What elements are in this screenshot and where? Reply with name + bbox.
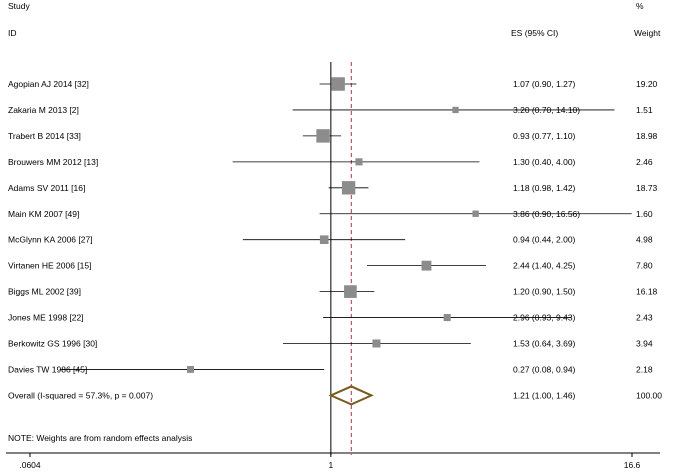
study-label: Adams SV 2011 [16] — [8, 183, 85, 193]
es-ci-value: 1.18 (0.98, 1.42) — [513, 183, 576, 193]
study-label: Biggs ML 2002 [39] — [8, 287, 81, 297]
study-label: Virtanen HE 2006 [15] — [8, 261, 92, 271]
es-ci-value: 2.44 (1.40, 4.25) — [513, 261, 576, 271]
study-label: Trabert B 2014 [33] — [8, 131, 81, 141]
study-label: Davies TW 1986 [45] — [8, 364, 87, 374]
header-id: ID — [8, 28, 17, 38]
weight-value: 2.46 — [636, 157, 653, 167]
x-axis: .0604 1 16.6 — [6, 452, 660, 470]
header-percent: % — [636, 1, 644, 11]
header-study: Study — [8, 1, 30, 11]
effect-square — [443, 314, 451, 322]
overall-es-ci: 1.21 (1.00, 1.46) — [513, 390, 576, 400]
effect-square — [331, 77, 345, 91]
weight-value: 18.73 — [636, 183, 658, 193]
weight-value: 1.60 — [636, 209, 653, 219]
study-label: Brouwers MM 2012 [13] — [8, 157, 98, 167]
es-ci-value: 3.86 (0.90, 16.56) — [513, 209, 580, 219]
weight-value: 18.98 — [636, 131, 658, 141]
weight-value: 7.80 — [636, 261, 653, 271]
study-label: Berkowitz GS 1996 [30] — [8, 339, 97, 349]
effect-square — [421, 260, 432, 271]
es-ci-value: 0.94 (0.44, 2.00) — [513, 235, 576, 245]
effect-square — [341, 181, 356, 195]
weight-value: 2.43 — [636, 313, 653, 323]
study-label: Zakaria M 2013 [2] — [8, 105, 79, 115]
effect-square — [355, 158, 363, 166]
study-label: Jones ME 1998 [22] — [8, 313, 84, 323]
overall-weight: 100.00 — [636, 390, 662, 400]
es-ci-value: 2.96 (0.93, 9.43) — [513, 313, 576, 323]
es-ci-value: 1.07 (0.90, 1.27) — [513, 79, 576, 89]
effect-square — [187, 366, 194, 373]
study-label: Main KM 2007 [49] — [8, 209, 79, 219]
es-ci-value: 3.20 (0.70, 14.10) — [513, 105, 580, 115]
study-labels: Agopian AJ 2014 [32] 1.07 (0.90, 1.27) 19.… — [8, 79, 662, 400]
effect-square — [344, 285, 357, 298]
weight-value: 1.51 — [636, 105, 653, 115]
es-ci-value: 0.27 (0.08, 0.94) — [513, 364, 576, 374]
header-weight: Weight — [634, 28, 661, 38]
header-es: ES (95% CI) — [511, 28, 558, 38]
es-ci-value: 1.20 (0.90, 1.50) — [513, 287, 576, 297]
footnote: NOTE: Weights are from random effects an… — [8, 433, 192, 443]
weight-value: 2.18 — [636, 364, 653, 374]
overall-diamond — [328, 385, 374, 406]
chart-marks — [60, 62, 632, 455]
es-ci-value: 1.30 (0.40, 4.00) — [513, 157, 576, 167]
x-tick-label: .0604 — [19, 460, 41, 470]
weight-value: 3.94 — [636, 339, 653, 349]
x-tick-label: 16.6 — [624, 460, 641, 470]
effect-square — [372, 339, 381, 348]
effect-square — [472, 210, 479, 217]
study-label: Agopian AJ 2014 [32] — [8, 79, 89, 89]
effect-square — [319, 235, 329, 244]
weight-value: 16.18 — [636, 287, 658, 297]
overall-label: Overall (I-squared = 57.3%, p = 0.007) — [8, 390, 153, 400]
effect-square — [316, 129, 330, 143]
es-ci-value: 1.53 (0.64, 3.69) — [513, 339, 576, 349]
es-ci-value: 0.93 (0.77, 1.10) — [513, 131, 576, 141]
effect-square — [452, 106, 459, 114]
weight-value: 4.98 — [636, 235, 653, 245]
x-tick-label: 1 — [328, 460, 333, 470]
weight-value: 19.20 — [636, 79, 658, 89]
study-label: McGlynn KA 2006 [27] — [8, 235, 93, 245]
